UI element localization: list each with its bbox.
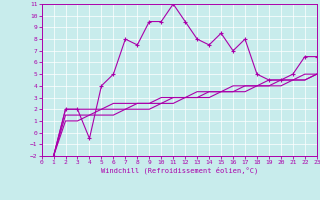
X-axis label: Windchill (Refroidissement éolien,°C): Windchill (Refroidissement éolien,°C) (100, 167, 258, 174)
